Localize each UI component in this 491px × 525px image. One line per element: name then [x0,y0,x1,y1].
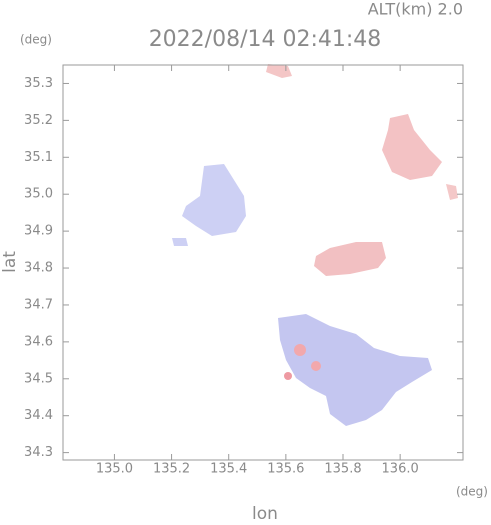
x-tick-label: 135.6 [267,462,304,477]
x-tick-label: 136.0 [382,462,419,477]
y-tick-label: 34.6 [24,334,53,349]
y-tick-label: 34.7 [24,297,53,312]
y-axis-label: lat [0,251,20,273]
x-tick-label: 135.2 [153,462,190,477]
x-tick-label: 135.4 [210,462,247,477]
y-tick-label: 34.3 [24,445,53,460]
plot-frame [62,64,464,461]
altitude-label: ALT(km) 2.0 [368,0,463,19]
y-tick-label: 34.9 [24,224,53,239]
y-tick-label: 34.5 [24,371,53,386]
echo [182,164,246,236]
x-unit: (deg) [456,485,488,499]
echo [446,184,458,200]
echo [266,64,292,78]
y-unit: (deg) [20,33,52,47]
y-tick-label: 35.3 [24,76,53,91]
chart-title: 2022/08/14 02:41:48 [149,27,382,52]
echo [382,114,442,180]
y-tick-label: 35.2 [24,113,53,128]
echo [311,361,321,371]
y-tick-label: 34.8 [24,261,53,276]
echo [284,372,292,380]
y-tick-label: 34.4 [24,408,53,423]
echo-regions [172,64,458,426]
echo [294,344,306,356]
x-tick-label: 135.8 [324,462,361,477]
x-axis-label: lon [252,504,278,521]
echo [278,314,432,426]
x-tick-label: 135.0 [96,462,133,477]
y-tick-label: 35.0 [24,187,53,202]
y-tick-label: 35.1 [24,150,53,165]
echo [314,242,386,276]
echo [172,238,188,246]
